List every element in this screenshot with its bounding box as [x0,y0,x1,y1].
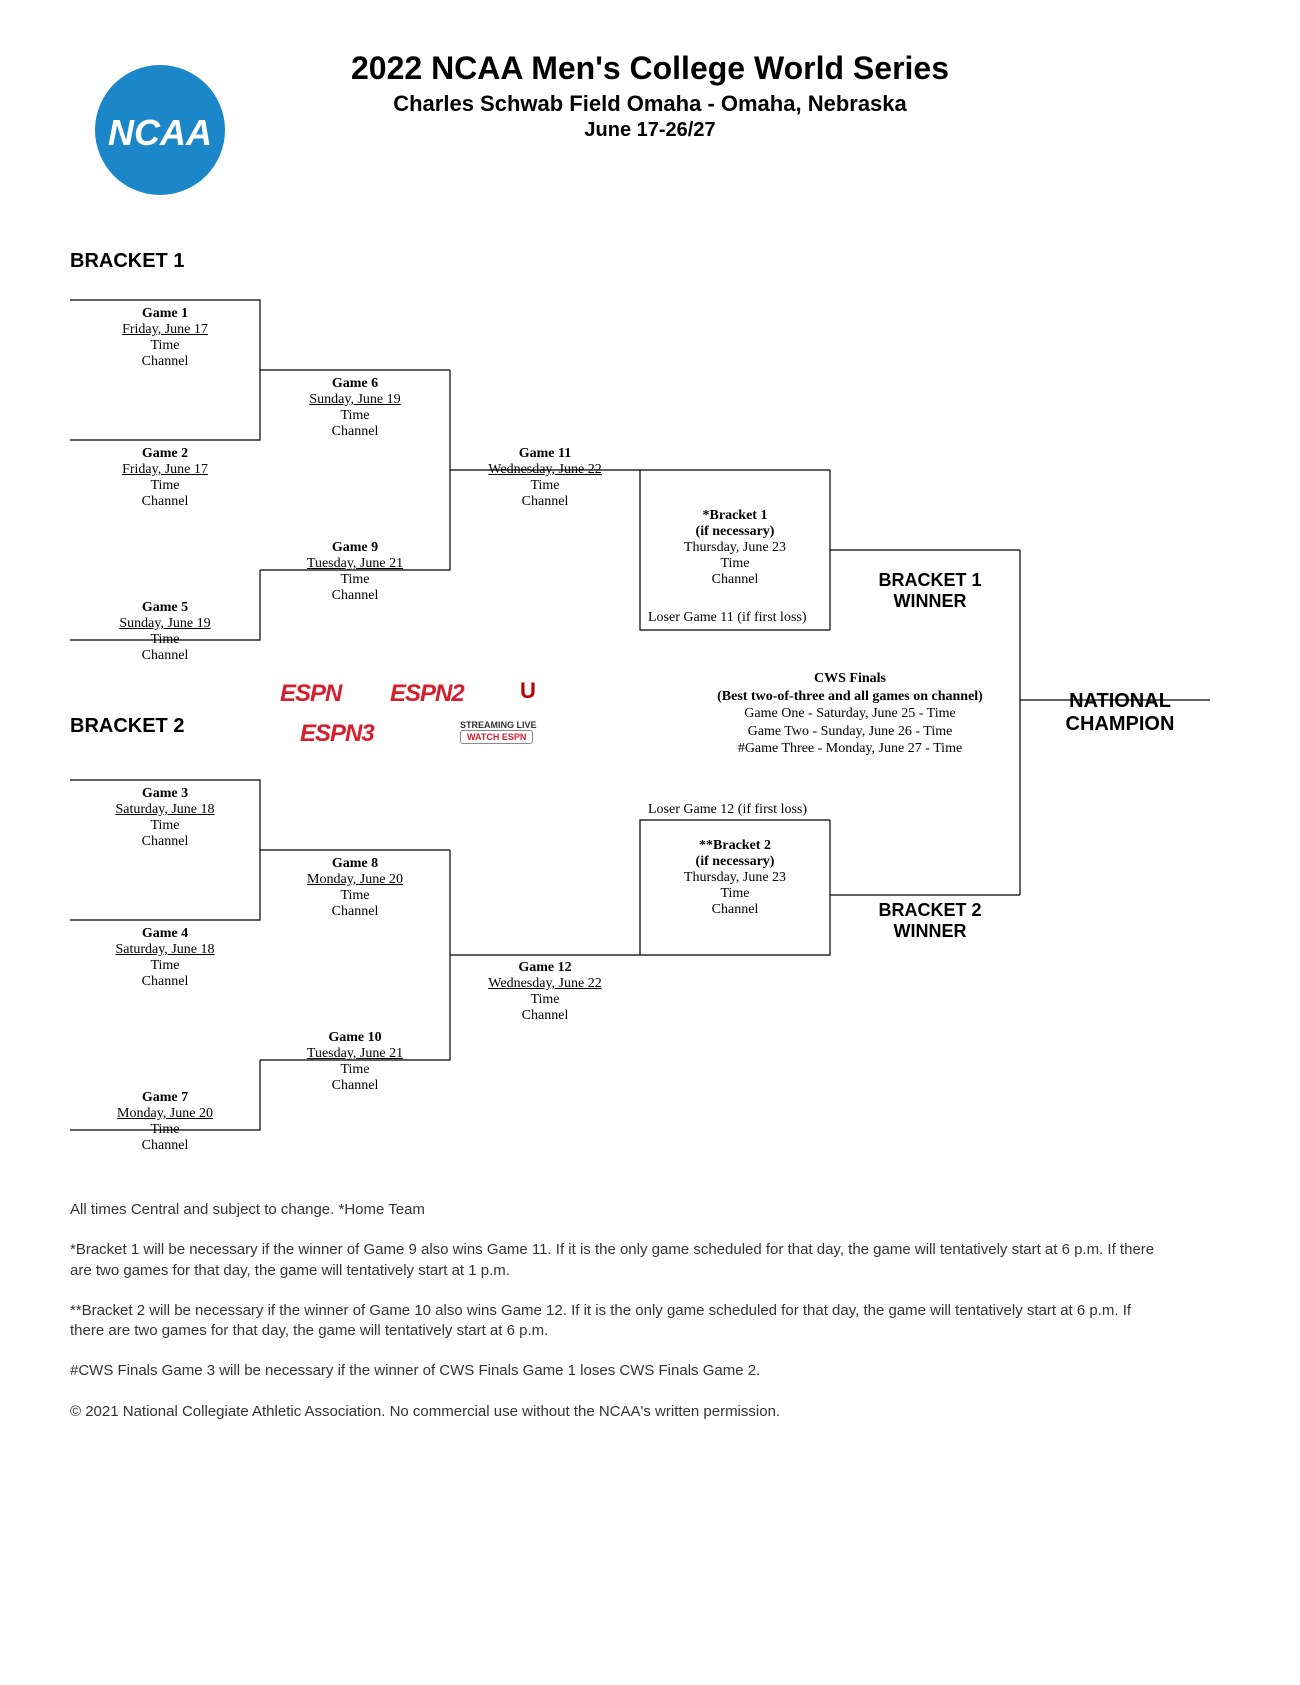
note-finals: #CWS Finals Game 3 will be necessary if … [70,1361,1160,1381]
espn2-logo: ESPN2 [390,680,464,708]
bracket2-if-nec: **Bracket 2 (if necessary) Thursday, Jun… [650,838,820,918]
espn3-logo: ESPN3 [300,720,374,748]
game-9: Game 9 Tuesday, June 21 Time Channel [270,540,440,604]
note-b1: *Bracket 1 will be necessary if the winn… [70,1240,1160,1281]
espnu-logo: U [520,678,536,704]
game-8: Game 8 Monday, June 20 Time Channel [270,856,440,920]
loser-g11: Loser Game 11 (if first loss) [648,610,807,626]
cws-finals: CWS Finals (Best two-of-three and all ga… [700,670,1000,758]
game-10: Game 10 Tuesday, June 21 Time Channel [270,1030,440,1094]
national-champion: NATIONAL CHAMPION [1040,690,1200,736]
watch-espn: WATCH ESPN [460,730,533,744]
game-5: Game 5 Sunday, June 19 Time Channel [80,600,250,664]
bracket-page: NCAA 2022 NCAA Men's College World Serie… [0,0,1300,1685]
footnotes: All times Central and subject to change.… [70,1200,1160,1442]
bracket2-winner: BRACKET 2 WINNER [850,900,1010,942]
note-b2: **Bracket 2 will be necessary if the win… [70,1301,1160,1342]
game-4: Game 4 Saturday, June 18 Time Channel [80,926,250,990]
espn-logo: ESPN [280,680,341,708]
bracket1-if-nec: *Bracket 1 (if necessary) Thursday, June… [650,508,820,588]
game-3: Game 3 Saturday, June 18 Time Channel [80,786,250,850]
bracket1-winner: BRACKET 1 WINNER [850,570,1010,612]
note-times: All times Central and subject to change.… [70,1200,1160,1220]
game-1: Game 1 Friday, June 17 Time Channel [80,306,250,370]
game-12: Game 12 Wednesday, June 22 Time Channel [460,960,630,1024]
game-7: Game 7 Monday, June 20 Time Channel [80,1090,250,1154]
streaming-live: STREAMING LIVE [460,720,537,730]
game-11: Game 11 Wednesday, June 22 Time Channel [460,446,630,510]
copyright: © 2021 National Collegiate Athletic Asso… [70,1402,1160,1422]
loser-g12: Loser Game 12 (if first loss) [648,802,807,818]
game-2: Game 2 Friday, June 17 Time Channel [80,446,250,510]
game-6: Game 6 Sunday, June 19 Time Channel [270,376,440,440]
